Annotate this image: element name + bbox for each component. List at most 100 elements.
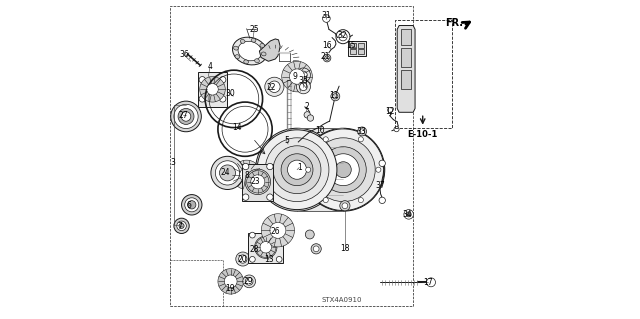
Ellipse shape xyxy=(261,52,266,56)
Circle shape xyxy=(178,108,194,124)
Circle shape xyxy=(269,81,280,93)
Circle shape xyxy=(281,154,313,186)
Text: 24: 24 xyxy=(220,168,230,177)
Circle shape xyxy=(255,236,277,258)
Circle shape xyxy=(224,275,237,288)
Text: 27: 27 xyxy=(178,111,188,120)
Text: 6: 6 xyxy=(187,201,191,210)
Polygon shape xyxy=(198,72,227,107)
Text: 30: 30 xyxy=(225,89,235,98)
Bar xyxy=(401,48,411,67)
Circle shape xyxy=(379,197,385,204)
Bar xyxy=(349,49,356,54)
Circle shape xyxy=(261,214,294,247)
Bar xyxy=(170,6,413,306)
Text: 5: 5 xyxy=(284,136,289,145)
Circle shape xyxy=(333,94,338,99)
Circle shape xyxy=(426,278,435,287)
Circle shape xyxy=(255,237,276,257)
Circle shape xyxy=(276,232,282,238)
Circle shape xyxy=(251,175,265,189)
Circle shape xyxy=(388,108,393,113)
Circle shape xyxy=(250,256,255,262)
Ellipse shape xyxy=(251,38,256,42)
Ellipse shape xyxy=(253,248,259,251)
Circle shape xyxy=(179,223,184,228)
Circle shape xyxy=(243,194,249,200)
Circle shape xyxy=(289,69,305,84)
Circle shape xyxy=(323,15,330,22)
Circle shape xyxy=(199,96,205,102)
Text: 1: 1 xyxy=(297,163,301,172)
Circle shape xyxy=(199,77,205,83)
Circle shape xyxy=(311,244,321,254)
Text: 22: 22 xyxy=(266,83,276,92)
Circle shape xyxy=(296,68,310,82)
Circle shape xyxy=(282,61,312,92)
Text: 23: 23 xyxy=(251,177,260,186)
Bar xyxy=(358,49,364,54)
Text: 4: 4 xyxy=(207,63,212,71)
Circle shape xyxy=(174,104,198,129)
Bar xyxy=(401,29,411,45)
Circle shape xyxy=(177,221,186,231)
Circle shape xyxy=(358,197,364,203)
Text: 13: 13 xyxy=(264,256,274,264)
Text: E-10-1: E-10-1 xyxy=(408,130,438,139)
Text: 35: 35 xyxy=(298,76,308,85)
Circle shape xyxy=(227,278,234,285)
Circle shape xyxy=(267,194,273,200)
Ellipse shape xyxy=(244,60,248,64)
Ellipse shape xyxy=(235,55,240,59)
Text: 17: 17 xyxy=(424,278,433,287)
Bar xyxy=(401,70,411,89)
Circle shape xyxy=(331,92,340,101)
Circle shape xyxy=(185,198,199,212)
Text: 33: 33 xyxy=(356,127,366,136)
Bar xyxy=(348,41,365,56)
Text: 14: 14 xyxy=(232,123,242,132)
Circle shape xyxy=(323,54,331,62)
Circle shape xyxy=(342,203,348,209)
Circle shape xyxy=(306,167,311,172)
Text: 7: 7 xyxy=(177,222,182,231)
Circle shape xyxy=(220,77,226,83)
Circle shape xyxy=(250,232,255,238)
Text: 8: 8 xyxy=(244,171,249,180)
Text: 12: 12 xyxy=(385,107,395,116)
Circle shape xyxy=(305,230,314,239)
Text: 21: 21 xyxy=(321,52,330,61)
Circle shape xyxy=(218,269,243,294)
Ellipse shape xyxy=(234,46,238,50)
Circle shape xyxy=(300,83,307,91)
Circle shape xyxy=(236,252,250,266)
Circle shape xyxy=(327,154,359,186)
Text: 36: 36 xyxy=(179,50,189,59)
Bar xyxy=(395,20,452,128)
Circle shape xyxy=(232,160,261,189)
Circle shape xyxy=(296,80,310,94)
Text: 34: 34 xyxy=(402,210,412,219)
Circle shape xyxy=(324,56,329,60)
Circle shape xyxy=(171,101,202,132)
Circle shape xyxy=(340,201,350,211)
Text: 11: 11 xyxy=(330,91,339,100)
Bar xyxy=(243,164,273,201)
Circle shape xyxy=(174,218,189,234)
Bar xyxy=(297,128,343,211)
Circle shape xyxy=(273,146,321,194)
Text: 25: 25 xyxy=(250,26,259,34)
Circle shape xyxy=(265,138,329,202)
Circle shape xyxy=(245,278,253,285)
Circle shape xyxy=(246,171,269,193)
Ellipse shape xyxy=(232,37,267,65)
Ellipse shape xyxy=(255,59,259,63)
Circle shape xyxy=(320,147,366,193)
Ellipse shape xyxy=(278,139,298,149)
Text: 32: 32 xyxy=(337,31,347,40)
Circle shape xyxy=(394,127,399,132)
Polygon shape xyxy=(259,39,280,61)
Circle shape xyxy=(181,112,191,121)
Bar xyxy=(248,233,284,263)
Circle shape xyxy=(404,210,413,219)
